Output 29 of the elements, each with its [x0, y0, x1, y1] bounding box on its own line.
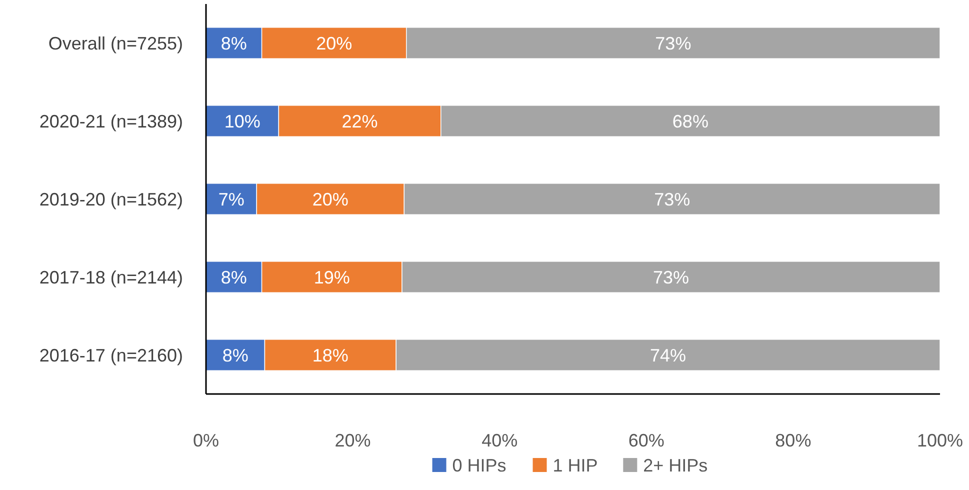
data-label: 20% [312, 189, 348, 210]
data-label: 74% [650, 345, 686, 366]
data-label: 8% [222, 345, 248, 366]
y-tick-label: 2017-18 (n=2144) [39, 267, 183, 288]
legend-label: 2+ HIPs [643, 455, 708, 476]
x-tick-label: 0% [192, 430, 220, 450]
x-tick-label: 80% [775, 430, 812, 450]
data-label: 18% [312, 345, 348, 366]
data-label: 68% [672, 111, 708, 132]
data-label: 20% [316, 33, 352, 54]
x-tick-label: 40% [482, 430, 518, 450]
data-label: 73% [655, 33, 692, 54]
y-tick-label: 2020-21 (n=1389) [39, 111, 183, 132]
legend-label: 1 HIP [552, 455, 598, 476]
data-label: 22% [342, 111, 378, 132]
y-tick-label: 2016-17 (n=2160) [39, 345, 183, 366]
legend-label: 0 HIPs [452, 455, 506, 476]
data-label: 8% [220, 267, 247, 288]
x-tick-label: 100% [916, 430, 964, 450]
x-tick-label: 20% [334, 430, 371, 450]
x-tick-label: 60% [628, 430, 664, 450]
data-label: 10% [224, 111, 260, 132]
y-tick-label: Overall (n=7255) [48, 33, 183, 54]
data-label: 8% [220, 33, 247, 54]
data-label: 73% [652, 267, 690, 288]
data-label: 19% [314, 267, 350, 288]
y-tick-label: 2019-20 (n=1562) [39, 189, 183, 210]
data-label: 7% [218, 189, 244, 210]
data-label: 73% [654, 189, 690, 210]
